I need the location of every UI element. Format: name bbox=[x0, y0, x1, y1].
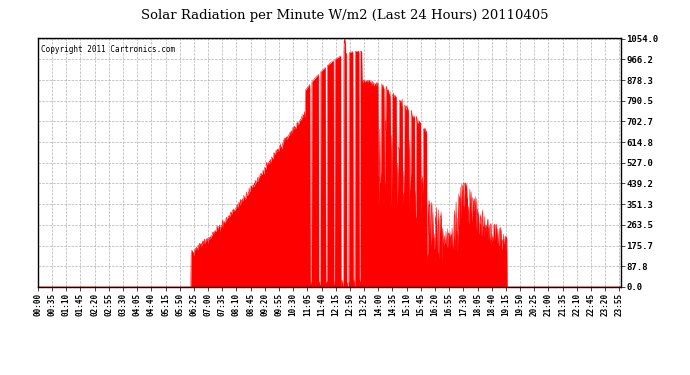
Text: Solar Radiation per Minute W/m2 (Last 24 Hours) 20110405: Solar Radiation per Minute W/m2 (Last 24… bbox=[141, 9, 549, 22]
Text: Copyright 2011 Cartronics.com: Copyright 2011 Cartronics.com bbox=[41, 45, 175, 54]
